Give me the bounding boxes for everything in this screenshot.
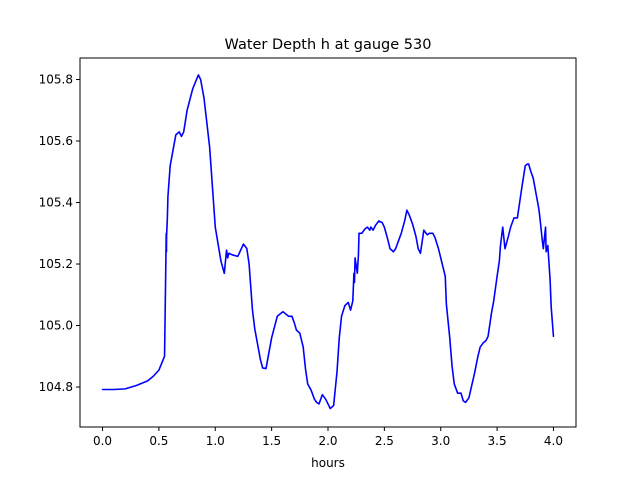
x-tick-label: 3.5 (488, 434, 507, 448)
x-tick-label: 2.0 (318, 434, 337, 448)
x-tick-label: 3.0 (431, 434, 450, 448)
x-tick-label: 0.0 (93, 434, 112, 448)
y-tick-label: 105.6 (39, 134, 73, 148)
x-tick-label: 0.5 (149, 434, 168, 448)
y-tick-label: 105.0 (39, 319, 73, 333)
y-tick-label: 105.4 (39, 196, 73, 210)
series-line-0 (101, 74, 555, 410)
x-tick-label: 1.0 (206, 434, 225, 448)
x-tick-label: 1.5 (262, 434, 281, 448)
x-axis-label: hours (311, 456, 345, 470)
y-tick-label: 105.2 (39, 257, 73, 271)
chart-title: Water Depth h at gauge 530 (225, 37, 432, 53)
axes-frame (79, 57, 577, 428)
x-tick-label: 4.0 (544, 434, 563, 448)
y-tick-label: 104.8 (39, 380, 73, 394)
x-axis: 0.0 0.5 1.0 1.5 2.0 2.5 3.0 3.5 4.0 (93, 427, 563, 448)
y-axis: 104.8 105.0 105.2 105.4 105.6 105.8 (39, 73, 80, 394)
plot-area (101, 74, 555, 410)
x-tick-label: 2.5 (375, 434, 394, 448)
y-tick-label: 105.8 (39, 73, 73, 87)
